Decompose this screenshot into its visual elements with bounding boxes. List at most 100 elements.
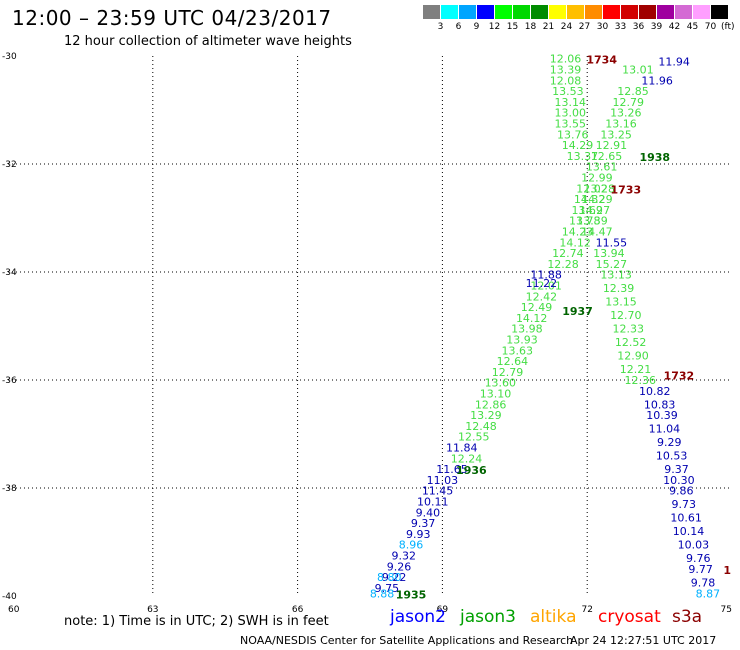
data-point-label: 10.83: [644, 398, 676, 411]
data-point-label: 12.85: [617, 85, 649, 98]
legend-swatch: [567, 5, 584, 19]
data-point-label: 12.70: [610, 309, 642, 322]
data-point-label: 9.32: [392, 550, 417, 563]
data-point-label: 12.39: [603, 282, 635, 295]
data-point-label: 12.79: [492, 366, 524, 379]
page-title: 12:00 – 23:59 UTC 04/23/2017: [12, 6, 332, 30]
data-point-label: 10.39: [646, 409, 678, 422]
data-point-label: 13.26: [610, 107, 642, 120]
legend-swatch: [513, 5, 530, 19]
chart-note: note: 1) Time is in UTC; 2) SWH is in fe…: [64, 614, 329, 629]
data-point-label: 12.74: [552, 247, 584, 260]
legend-label: 27: [578, 22, 591, 32]
data-point-label: 12.42: [526, 290, 558, 303]
legend-swatch: [441, 5, 458, 19]
data-point-label: 15.27: [596, 258, 628, 271]
data-point-label: 10.03: [678, 539, 710, 552]
data-point-label: 11.03: [427, 474, 459, 487]
legend-swatch: [459, 5, 476, 19]
legend-label: 21: [542, 22, 555, 32]
data-point-label: 13.78: [569, 215, 601, 228]
data-point-label: 13.55: [555, 118, 587, 131]
legend-label: 39: [650, 22, 663, 32]
data-point-label: 13.98: [511, 323, 543, 336]
data-point-label: 12.65: [591, 150, 623, 163]
data-point-label: 13.39: [576, 215, 608, 228]
data-point-label: 13.61: [586, 161, 618, 174]
time-label: 1938: [639, 151, 670, 164]
data-point-label: 13.15: [605, 296, 637, 309]
data-point-label: 12.36: [625, 374, 657, 387]
data-point-label: 12.48: [465, 420, 497, 433]
data-point-label: 13.39: [550, 64, 582, 77]
legend-swatch: [495, 5, 512, 19]
data-point-label: 12.06: [550, 53, 582, 66]
legend-label: 6: [455, 22, 462, 32]
data-point-label: 13.76: [557, 128, 589, 141]
data-point-label: 13.25: [600, 128, 632, 141]
data-point-label: 13.37: [567, 150, 599, 163]
legend-label: 18: [524, 22, 537, 32]
legend-swatch: [621, 5, 638, 19]
x-tick-label: 75: [721, 605, 732, 615]
data-point-label: 10.11: [417, 496, 449, 509]
data-point-label: 12.02: [576, 182, 608, 195]
legend-label: 42: [668, 22, 681, 32]
legend-label: 3: [437, 22, 444, 32]
time-label: 1937: [562, 305, 593, 318]
legend-label: 12: [488, 22, 501, 32]
data-point-label: 9.29: [657, 436, 682, 449]
data-point-label: 8.96: [399, 539, 424, 552]
data-point-label: 11.94: [658, 55, 690, 68]
legend-swatch: [423, 5, 440, 19]
data-point-label: 9.75: [375, 582, 400, 595]
data-point-label: 10.14: [673, 525, 705, 538]
data-point-label: 9.78: [691, 577, 716, 590]
time-label: 1936: [456, 464, 487, 477]
satellite-legend-jason2: jason2: [390, 607, 446, 627]
data-point-label: 12.21: [620, 363, 652, 376]
footer-timestamp: Apr 24 12:27:51 UTC 2017: [570, 634, 717, 647]
y-tick-label: -30: [2, 52, 17, 62]
legend-label: 70: [704, 22, 717, 32]
legend-swatch: [711, 5, 728, 19]
data-point-label: 14.27: [579, 204, 611, 217]
data-point-label: 11.96: [641, 74, 673, 87]
data-point-label: 14.32: [574, 193, 606, 206]
data-point-label: 13.53: [552, 85, 584, 98]
data-point-label: 10.61: [670, 512, 702, 525]
data-point-label: 12.91: [596, 139, 628, 152]
data-point-label: 13.00: [555, 107, 587, 120]
data-point-label: 13.10: [480, 388, 512, 401]
data-point-label: 12.55: [458, 431, 490, 444]
data-point-label: 9.22: [382, 571, 407, 584]
page-subtitle: 12 hour collection of altimeter wave hei…: [64, 34, 352, 49]
legend-swatch: [693, 5, 710, 19]
time-label: 1733: [611, 183, 642, 196]
legend-label: 30: [596, 22, 609, 32]
data-point-label: 10.30: [663, 474, 695, 487]
satellite-legend-jason3: jason3: [460, 607, 516, 627]
data-point-label: 13.01: [622, 64, 654, 77]
x-tick-label: 72: [581, 605, 592, 615]
data-point-label: 12.64: [497, 355, 529, 368]
legend-label: 9: [473, 22, 480, 32]
data-point-label: 8.88: [370, 587, 395, 600]
data-point-label: 14.12: [516, 312, 548, 325]
y-tick-label: -36: [2, 376, 17, 386]
data-point-label: 13.29: [470, 409, 502, 422]
data-point-label: 9.37: [664, 463, 689, 476]
x-tick-label: 63: [147, 605, 158, 615]
data-point-label: 12.52: [615, 336, 647, 349]
data-point-label: 13.69: [571, 204, 603, 217]
legend-label: 33: [614, 22, 627, 32]
data-point-label: 9.37: [411, 517, 436, 530]
data-point-label: 13.60: [485, 377, 517, 390]
legend-swatch: [549, 5, 566, 19]
data-point-label: 12.33: [612, 323, 644, 336]
data-point-label: 14.23: [562, 226, 594, 239]
data-point-label: 12.24: [451, 452, 483, 465]
satellite-legend-cryosat: cryosat: [598, 607, 661, 627]
data-point-label: 12.28: [547, 258, 579, 271]
data-point-label: 13.14: [555, 96, 587, 109]
